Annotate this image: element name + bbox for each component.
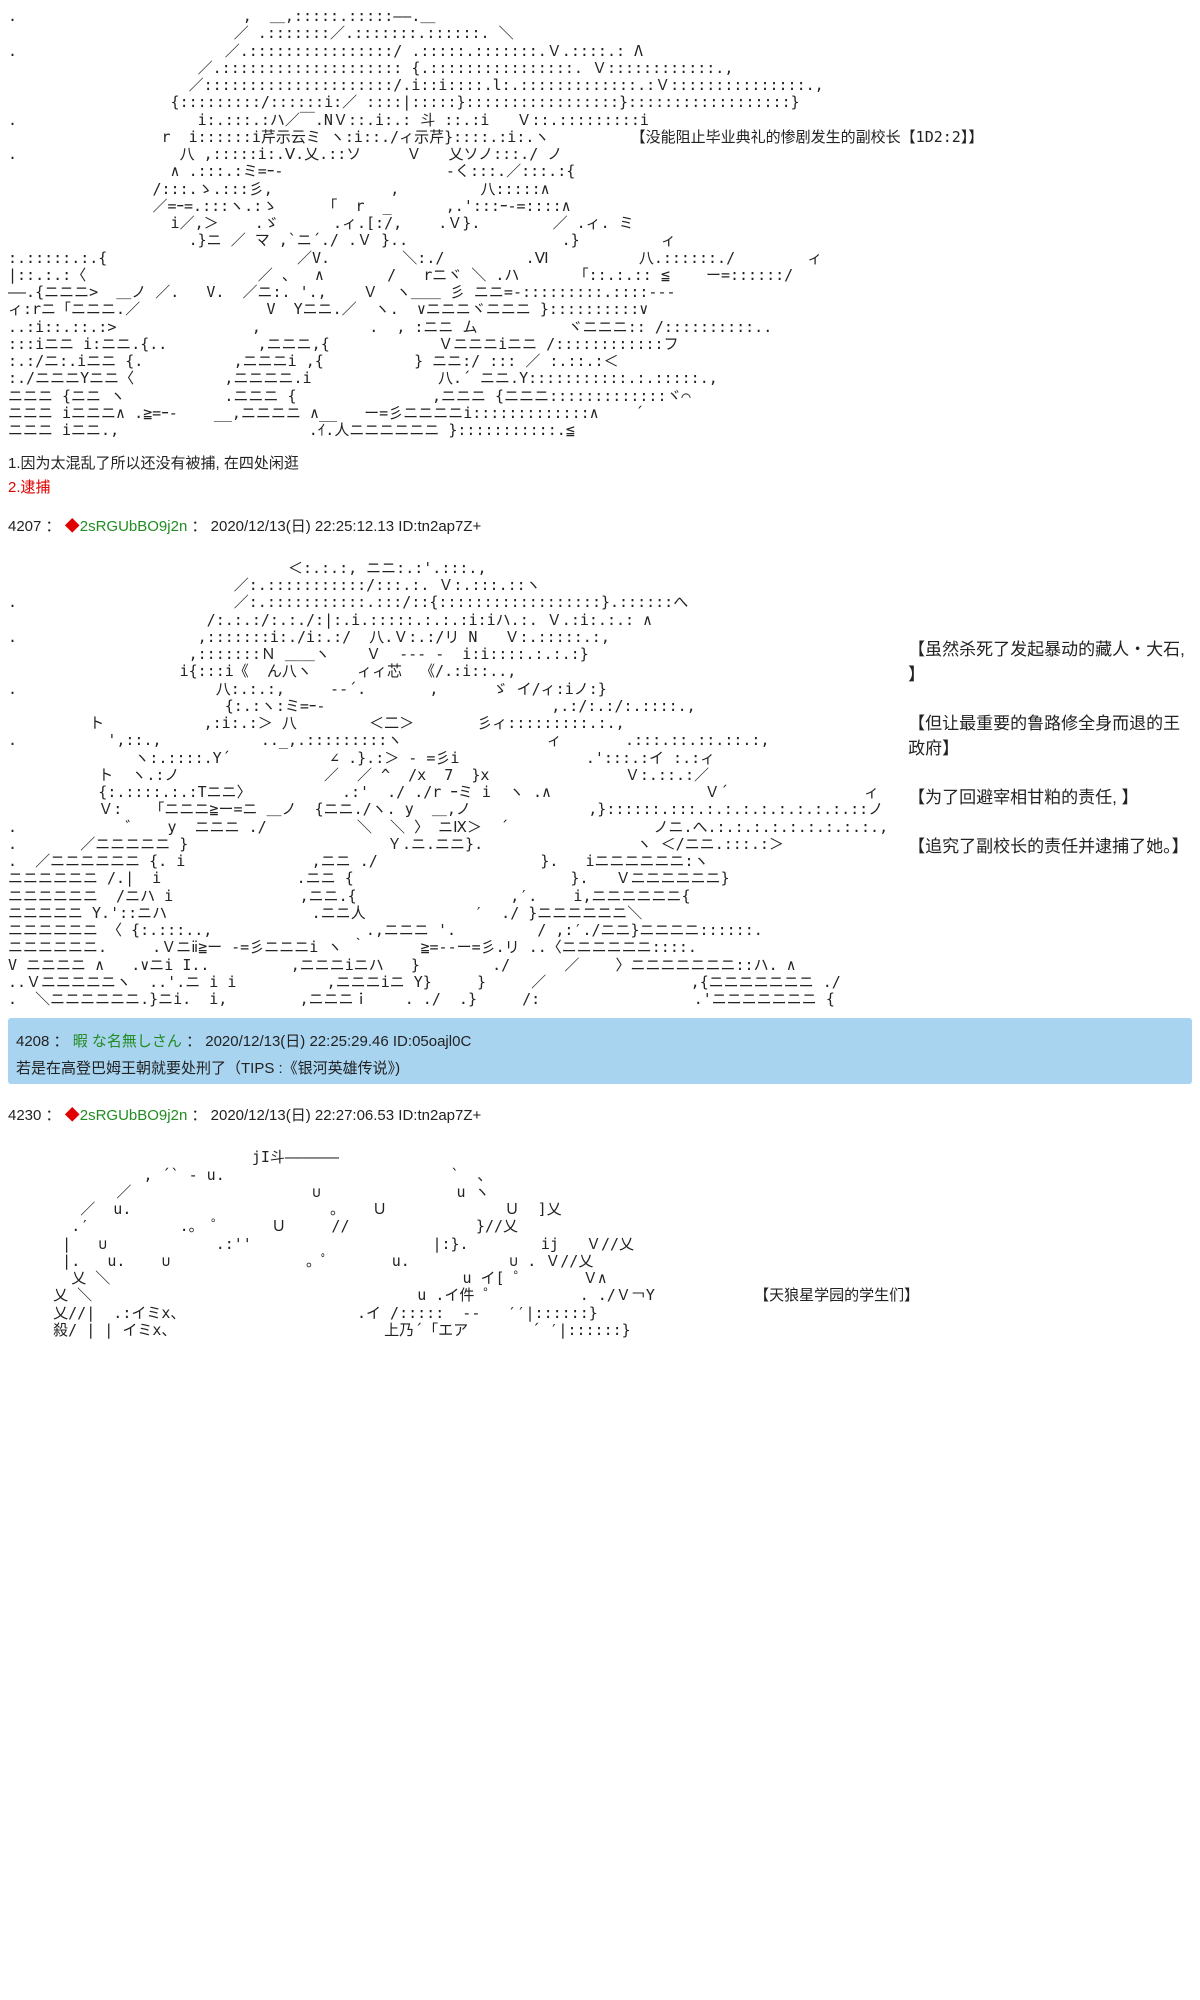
trip-diamond: ◆ bbox=[65, 1107, 80, 1124]
post-header: 4230 ： ◆2sRGUbBO9j2n ： 2020/12/13(日) 22:… bbox=[8, 1098, 1192, 1131]
highlighted-reply: 4208 ： 暇 な名無しさん ： 2020/12/13(日) 22:25:29… bbox=[8, 1018, 1192, 1084]
post-id: tn2ap7Z+ bbox=[417, 1107, 481, 1124]
post-block: 4207 ： ◆2sRGUbBO9j2n ： 2020/12/13(日) 22:… bbox=[0, 501, 1200, 1013]
trip-diamond: ◆ bbox=[65, 518, 80, 535]
post-number: 4207 bbox=[8, 518, 41, 535]
tripcode: 2sRGUbBO9j2n bbox=[80, 1107, 188, 1124]
aa-row: . , ＿,:::::.:::::——.＿ ／ .:::::::／.::::::… bbox=[8, 8, 1192, 439]
ascii-art: . , ＿,:::::.:::::——.＿ ／ .:::::::／.::::::… bbox=[8, 8, 983, 439]
aa-row: ＜:.:.:, ニニ:.:'.:::., ／:.:::::::::::/:::.… bbox=[8, 560, 1192, 1009]
caption-line: 【虽然杀死了发起暴动的藏人・大石, 】 bbox=[908, 635, 1192, 685]
ascii-art: jI斗―――――― , ´` - u. ` ､ ／ ∪ u ヽ ／ u. 。 Ｕ… bbox=[8, 1149, 919, 1339]
post-date: 2020/12/13(日) 22:27:06.53 bbox=[211, 1107, 394, 1124]
caption-line: 【但让最重要的鲁路修全身而退的王政府】 bbox=[908, 709, 1192, 759]
tripcode: 2sRGUbBO9j2n bbox=[80, 518, 188, 535]
ascii-art: ＜:.:.:, ニニ:.:'.:::., ／:.:::::::::::/:::.… bbox=[8, 560, 888, 1009]
caption-line: 【为了回避宰相甘粕的责任, 】 bbox=[908, 783, 1192, 808]
post-id: 05oajl0C bbox=[412, 1033, 471, 1050]
post-number: 4208 bbox=[16, 1033, 49, 1050]
post-id: tn2ap7Z+ bbox=[417, 518, 481, 535]
reply-body: 若是在高登巴姆王朝就要处刑了（TIPS :《银河英雄传说》) bbox=[16, 1057, 1184, 1078]
post-header: 4207 ： ◆2sRGUbBO9j2n ： 2020/12/13(日) 22:… bbox=[8, 509, 1192, 542]
caption-block: 【虽然杀死了发起暴动的藏人・大石, 】 【但让最重要的鲁路修全身而退的王政府】 … bbox=[888, 560, 1192, 881]
post-number: 4230 bbox=[8, 1107, 41, 1124]
dice-result: 2.逮捕 bbox=[8, 476, 1192, 497]
post-header: 4208 ： 暇 な名無しさん ： 2020/12/13(日) 22:25:29… bbox=[16, 1024, 1184, 1057]
post-block: 4230 ： ◆2sRGUbBO9j2n ： 2020/12/13(日) 22:… bbox=[0, 1090, 1200, 1343]
post-block: . , ＿,:::::.:::::——.＿ ／ .:::::::／.::::::… bbox=[0, 0, 1200, 501]
post-date: 2020/12/13(日) 22:25:29.46 bbox=[205, 1033, 388, 1050]
caption-line: 【追究了副校长的责任并逮捕了她。】 bbox=[908, 832, 1192, 857]
author-name: 暇 な名無しさん bbox=[73, 1033, 182, 1050]
choice-1: 1.因为太混乱了所以还没有被捕, 在四处闲逛 bbox=[8, 453, 1192, 476]
post-date: 2020/12/13(日) 22:25:12.13 bbox=[211, 518, 394, 535]
aa-row: jI斗―――――― , ´` - u. ` ､ ／ ∪ u ヽ ／ u. 。 Ｕ… bbox=[8, 1149, 1192, 1339]
